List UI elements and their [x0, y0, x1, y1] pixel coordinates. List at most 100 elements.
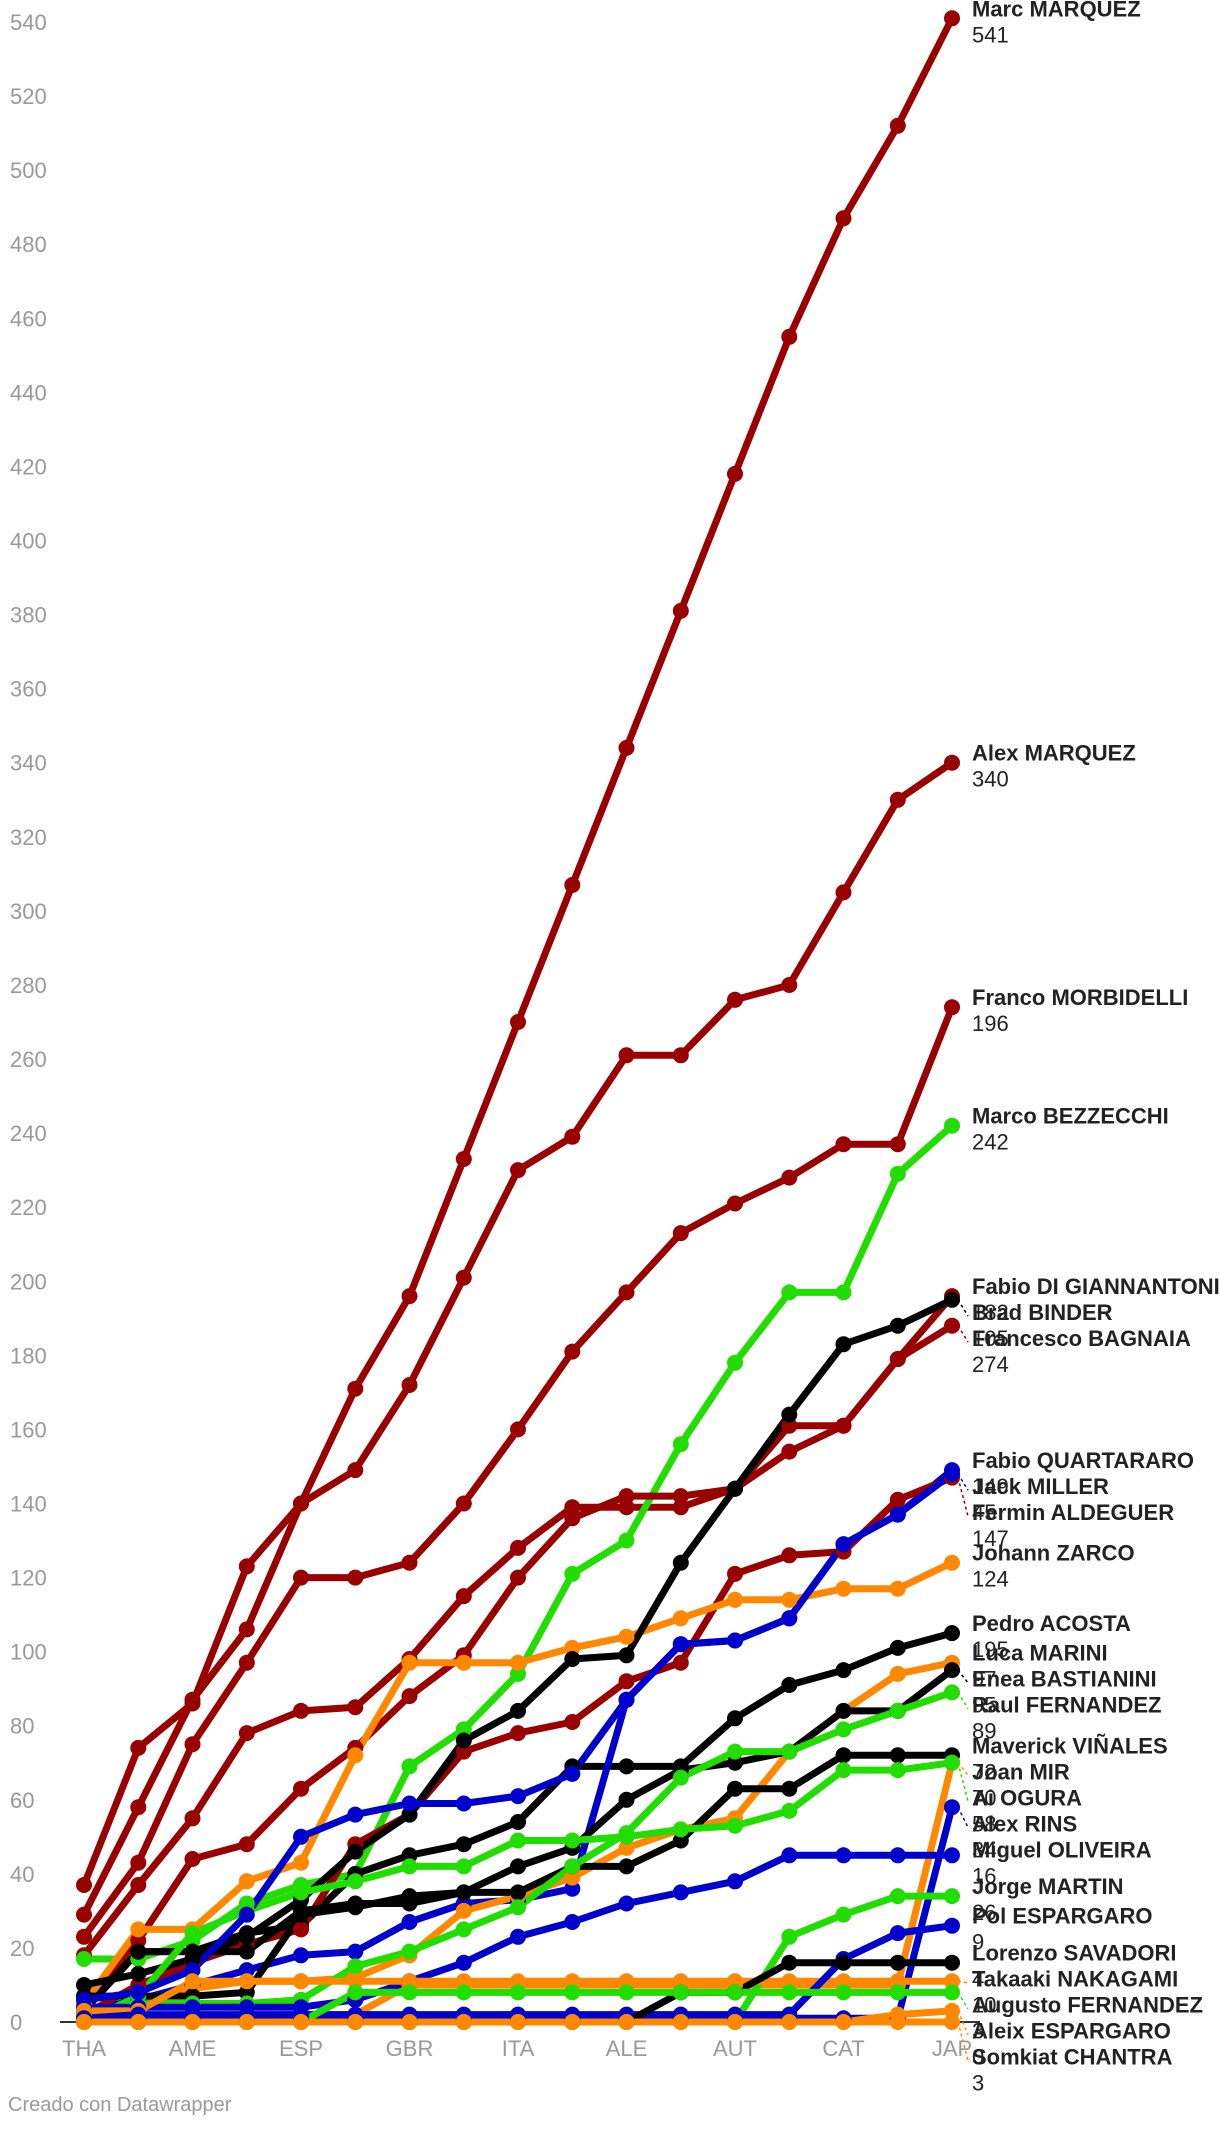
data-point-ai-ogura[interactable] — [347, 1873, 364, 1890]
data-point-brad-binder[interactable] — [401, 1806, 418, 1823]
data-point-miguel-oliveira[interactable] — [727, 1873, 743, 1890]
data-point-fermin-aldeguer[interactable] — [889, 1491, 906, 1508]
data-point-augusto-fernandez[interactable] — [672, 1984, 689, 2001]
data-point-somkiat-chantra[interactable] — [347, 2014, 364, 2030]
data-point-alex-marquez[interactable] — [184, 1691, 201, 1708]
data-point-luca-marini[interactable] — [618, 1839, 635, 1856]
data-point-johann-zarco[interactable] — [238, 1873, 255, 1890]
data-point-johann-zarco[interactable] — [835, 1580, 852, 1597]
data-point-maverick-vinales[interactable] — [672, 1832, 689, 1849]
data-point-lorenzo-savadori[interactable] — [944, 1954, 960, 1971]
data-point-miguel-oliveira[interactable] — [944, 1847, 960, 1864]
data-point-enea-bastianini[interactable] — [238, 1984, 255, 2001]
data-point-franco-morbidelli[interactable] — [238, 1654, 255, 1671]
data-point-marco-bezzecchi[interactable] — [835, 1284, 852, 1301]
data-point-franco-morbidelli[interactable] — [401, 1554, 418, 1571]
data-point-ai-ogura[interactable] — [401, 1858, 418, 1875]
data-point-marco-bezzecchi[interactable] — [76, 1951, 92, 1967]
data-point-pedro-acosta[interactable] — [727, 1710, 743, 1727]
data-point-franco-morbidelli[interactable] — [293, 1569, 309, 1586]
data-point-jack-miller[interactable] — [889, 1506, 906, 1523]
data-point-johann-zarco[interactable] — [889, 1580, 906, 1597]
data-point-francesco-bagnaia[interactable] — [238, 1725, 255, 1742]
data-point-takaaki-nakagami[interactable] — [401, 1973, 418, 1990]
data-point-takaaki-nakagami[interactable] — [672, 1973, 689, 1990]
data-point-alex-marquez[interactable] — [347, 1462, 364, 1479]
data-point-ai-ogura[interactable] — [781, 1802, 798, 1819]
data-point-jack-miller[interactable] — [293, 1828, 309, 1845]
data-point-franco-morbidelli[interactable] — [672, 1225, 689, 1242]
data-point-somkiat-chantra[interactable] — [510, 2014, 526, 2030]
data-point-maverick-vinales[interactable] — [889, 1747, 906, 1764]
data-point-francesco-bagnaia[interactable] — [618, 1499, 635, 1516]
data-point-maverick-vinales[interactable] — [401, 1895, 418, 1912]
data-point-fabio-di-giannantonio[interactable] — [130, 1932, 147, 1949]
data-point-enea-bastianini[interactable] — [835, 1702, 852, 1719]
data-point-somkiat-chantra[interactable] — [238, 2014, 255, 2030]
data-point-miguel-oliveira[interactable] — [510, 1928, 526, 1945]
data-point-augusto-fernandez[interactable] — [835, 1984, 852, 2001]
data-point-marc-marquez[interactable] — [727, 465, 743, 482]
data-point-pol-espargaro[interactable] — [944, 1917, 960, 1934]
data-point-marc-marquez[interactable] — [238, 1558, 255, 1575]
data-point-franco-morbidelli[interactable] — [184, 1736, 201, 1753]
data-point-jack-miller[interactable] — [835, 1536, 852, 1553]
data-point-brad-binder[interactable] — [781, 1406, 798, 1423]
data-point-maverick-vinales[interactable] — [130, 1943, 147, 1960]
data-point-somkiat-chantra[interactable] — [835, 2014, 852, 2030]
data-point-somkiat-chantra[interactable] — [889, 2014, 906, 2030]
data-point-francesco-bagnaia[interactable] — [672, 1499, 689, 1516]
data-point-alex-marquez[interactable] — [618, 1047, 635, 1064]
data-point-brad-binder[interactable] — [944, 1291, 960, 1308]
data-point-jack-miller[interactable] — [510, 1788, 526, 1805]
data-point-fabio-di-giannantonio[interactable] — [238, 1836, 255, 1853]
data-point-jack-miller[interactable] — [184, 1962, 201, 1979]
data-point-alex-marquez[interactable] — [510, 1162, 526, 1179]
data-point-marco-bezzecchi[interactable] — [944, 1117, 960, 1134]
data-point-maverick-vinales[interactable] — [618, 1858, 635, 1875]
data-point-jack-miller[interactable] — [672, 1636, 689, 1653]
data-point-marco-bezzecchi[interactable] — [401, 1758, 418, 1775]
data-point-miguel-oliveira[interactable] — [618, 1895, 635, 1912]
data-point-marc-marquez[interactable] — [781, 328, 798, 345]
data-point-alex-marquez[interactable] — [835, 884, 852, 901]
data-point-fermin-aldeguer[interactable] — [618, 1673, 635, 1690]
data-point-marco-bezzecchi[interactable] — [889, 1165, 906, 1182]
data-point-jack-miller[interactable] — [618, 1691, 635, 1708]
data-point-brad-binder[interactable] — [835, 1336, 852, 1353]
data-point-enea-bastianini[interactable] — [510, 1858, 526, 1875]
data-point-marco-bezzecchi[interactable] — [618, 1532, 635, 1549]
data-point-brad-binder[interactable] — [510, 1702, 526, 1719]
data-point-fabio-di-giannantonio[interactable] — [401, 1688, 418, 1705]
data-point-takaaki-nakagami[interactable] — [835, 1973, 852, 1990]
data-point-somkiat-chantra[interactable] — [130, 2014, 147, 2030]
data-point-ai-ogura[interactable] — [727, 1817, 743, 1834]
data-point-marc-marquez[interactable] — [347, 1380, 364, 1397]
data-point-jorge-martin[interactable] — [944, 1888, 960, 1905]
data-point-jorge-martin[interactable] — [781, 1928, 798, 1945]
data-point-augusto-fernandez[interactable] — [564, 1984, 581, 2001]
data-point-alex-marquez[interactable] — [944, 754, 960, 771]
data-point-marc-marquez[interactable] — [618, 739, 635, 756]
data-point-somkiat-chantra[interactable] — [727, 2014, 743, 2030]
data-point-fabio-di-giannantonio[interactable] — [293, 1780, 309, 1797]
data-point-marc-marquez[interactable] — [401, 1288, 418, 1305]
data-point-raul-fernandez[interactable] — [727, 1743, 743, 1760]
data-point-johann-zarco[interactable] — [618, 1628, 635, 1645]
data-point-marc-marquez[interactable] — [510, 1014, 526, 1030]
data-point-somkiat-chantra[interactable] — [944, 2014, 960, 2030]
data-point-takaaki-nakagami[interactable] — [944, 1973, 960, 1990]
data-point-augusto-fernandez[interactable] — [510, 1984, 526, 2001]
data-point-takaaki-nakagami[interactable] — [510, 1973, 526, 1990]
data-point-pedro-acosta[interactable] — [618, 1758, 635, 1775]
data-point-pedro-acosta[interactable] — [401, 1847, 418, 1864]
data-point-jack-miller[interactable] — [130, 1984, 147, 2001]
data-point-luca-marini[interactable] — [889, 1665, 906, 1682]
data-point-johann-zarco[interactable] — [347, 1747, 364, 1764]
data-point-augusto-fernandez[interactable] — [781, 1984, 798, 2001]
data-point-marco-bezzecchi[interactable] — [781, 1284, 798, 1301]
data-point-ai-ogura[interactable] — [293, 1884, 309, 1901]
data-point-jack-miller[interactable] — [781, 1610, 798, 1627]
data-point-ai-ogura[interactable] — [835, 1762, 852, 1779]
data-point-fabio-di-giannantonio[interactable] — [510, 1569, 526, 1586]
